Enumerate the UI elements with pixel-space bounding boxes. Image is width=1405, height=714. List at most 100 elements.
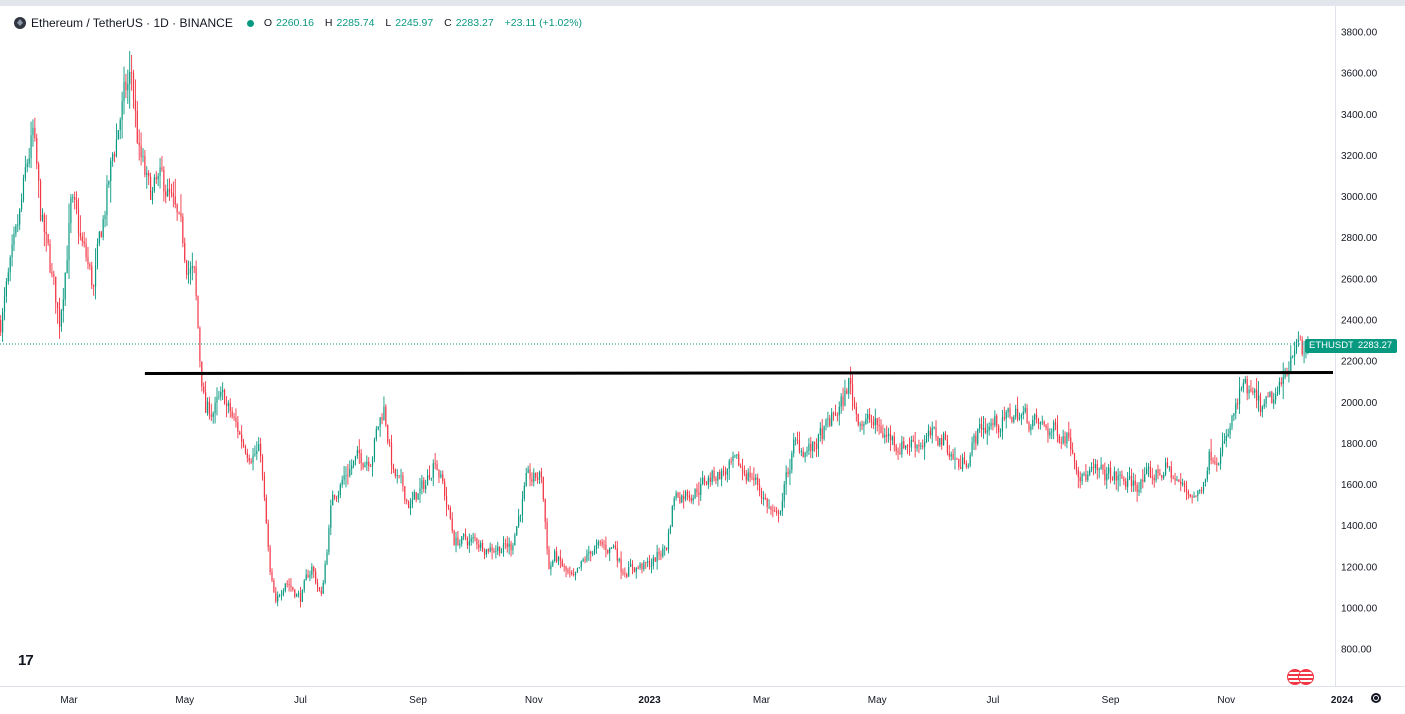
economic-events-icon[interactable] (1287, 669, 1315, 685)
symbol-title[interactable]: Ethereum / TetherUS · 1D · BINANCE (31, 16, 233, 30)
candle (1238, 376, 1241, 414)
candle (569, 566, 571, 578)
candle (895, 443, 897, 456)
candle (516, 525, 518, 537)
candle (887, 427, 890, 443)
candle (662, 544, 664, 559)
candle (567, 567, 569, 575)
candle (1293, 341, 1296, 366)
candle (656, 544, 658, 570)
candle (1237, 398, 1239, 410)
candle (595, 539, 598, 554)
candle (548, 545, 550, 570)
candle (1276, 386, 1279, 397)
candle (493, 547, 495, 554)
candles-layer (0, 50, 1309, 608)
candle (510, 540, 512, 557)
candle (599, 539, 601, 547)
candle (225, 396, 228, 418)
candle (235, 408, 237, 428)
candle (791, 450, 793, 474)
candle (32, 119, 34, 147)
time-axis[interactable]: Mar May Jul Sep Nov 2023 Mar May Jul Sep Nov 2024 (60, 695, 1353, 706)
candle (1299, 335, 1301, 341)
candle (1257, 381, 1260, 412)
candle (1049, 428, 1051, 439)
candle (20, 193, 23, 213)
candle (542, 476, 544, 502)
candle (485, 548, 487, 558)
low-value: 2245.97 (395, 17, 434, 29)
horizontal-level-line[interactable] (144, 371, 1334, 376)
candle (1292, 355, 1294, 359)
candle (1221, 432, 1224, 457)
candle (730, 457, 732, 465)
candle (332, 490, 334, 506)
candle (1017, 396, 1019, 422)
candle (1301, 336, 1303, 357)
candle (186, 259, 188, 280)
candle (222, 382, 224, 401)
candle (426, 469, 429, 486)
candle (218, 390, 220, 400)
candle (1278, 377, 1281, 395)
candle (779, 510, 782, 516)
candle (686, 489, 689, 501)
price-tick-label: 1000.00 (1341, 604, 1378, 615)
candle (922, 439, 924, 450)
candle (979, 418, 981, 433)
candle (620, 551, 622, 580)
candle (948, 444, 950, 460)
candle (1013, 415, 1015, 424)
high-value: 2285.74 (336, 17, 375, 29)
candle (1075, 460, 1078, 475)
candle (362, 462, 364, 470)
candle (250, 458, 252, 464)
candle (658, 547, 660, 561)
tradingview-logo-icon[interactable]: 17 (18, 652, 34, 669)
candle (1144, 466, 1146, 483)
time-tick-label: Mar (753, 695, 771, 706)
candle (115, 123, 118, 158)
candle (679, 491, 681, 504)
candle (117, 129, 119, 140)
candle (39, 178, 42, 222)
time-tick-label: Sep (1102, 695, 1120, 706)
candle (637, 565, 639, 570)
price-axis[interactable]: 800.00 1000.00 1200.00 1400.00 1600.00 1800.0… (1341, 28, 1378, 656)
candle (1085, 464, 1087, 482)
candle (770, 505, 772, 515)
candle (436, 460, 438, 471)
candle (1018, 412, 1021, 421)
candle (758, 478, 761, 497)
candle (584, 556, 586, 564)
candle (499, 546, 501, 557)
candle (1223, 433, 1225, 444)
candle (1227, 428, 1229, 438)
candle (337, 490, 340, 503)
candle (132, 69, 135, 109)
candle (134, 79, 137, 128)
market-status-dot-icon[interactable] (246, 19, 254, 27)
candle (1039, 421, 1041, 430)
candle (1072, 442, 1074, 455)
candle (309, 570, 311, 582)
candle (392, 463, 395, 474)
candle (203, 382, 205, 395)
candle (603, 539, 605, 550)
candle (760, 487, 763, 505)
candle (389, 439, 391, 447)
candle (601, 538, 603, 548)
candle (1151, 467, 1153, 485)
settings-gear-icon[interactable] (1371, 693, 1381, 703)
candle (552, 559, 554, 568)
candle (75, 191, 78, 215)
candle (1229, 423, 1231, 439)
candle (1282, 362, 1284, 400)
candle (15, 223, 17, 238)
candle (1233, 412, 1235, 421)
candle (880, 419, 882, 434)
candle (290, 578, 292, 592)
candle (789, 458, 791, 486)
